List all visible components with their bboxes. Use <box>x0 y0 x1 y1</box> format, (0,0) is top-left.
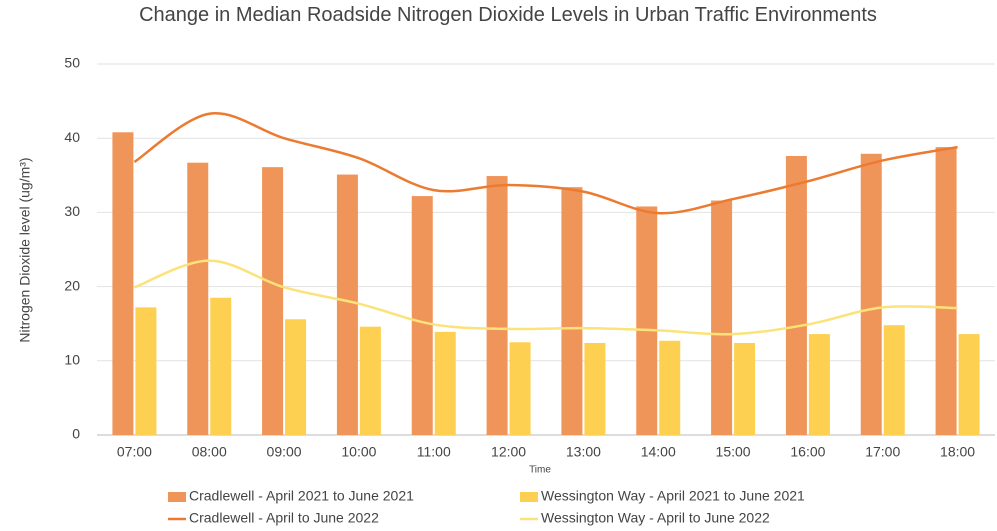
bar <box>785 156 807 435</box>
legend-label: Cradlewell - April 2021 to June 2021 <box>189 488 414 504</box>
x-tick-label: 09:00 <box>267 444 302 460</box>
y-tick-label: 10 <box>64 352 80 368</box>
y-tick-label: 40 <box>64 129 80 145</box>
bar <box>486 176 508 436</box>
x-tick-label: 17:00 <box>865 444 900 460</box>
bar <box>411 196 433 435</box>
bar <box>434 331 456 435</box>
y-axis-label: Nitrogen Dioxide level (ug/m³) <box>17 157 33 342</box>
line <box>133 111 958 215</box>
x-tick-label: 11:00 <box>417 444 451 460</box>
x-tick-label: 12:00 <box>491 444 526 460</box>
x-tick-label: 08:00 <box>192 444 227 460</box>
x-tick-label: 16:00 <box>790 444 825 460</box>
x-axis-label: Time <box>529 465 551 476</box>
bar <box>359 326 381 435</box>
x-tick-label: 18:00 <box>940 444 975 460</box>
bar <box>584 342 606 435</box>
x-tick-label: 07:00 <box>117 444 152 460</box>
bar <box>187 162 209 435</box>
x-tick-label: 10:00 <box>341 444 376 460</box>
legend-label: Wessington Way - April 2021 to June 2021 <box>541 488 805 504</box>
bar <box>135 307 157 435</box>
bar <box>734 342 756 435</box>
bar <box>336 174 358 436</box>
bar <box>262 167 284 435</box>
bar <box>935 147 957 435</box>
line <box>133 259 958 336</box>
y-tick-label: 30 <box>64 203 80 219</box>
bar <box>808 334 830 435</box>
bar <box>636 206 658 435</box>
bar <box>958 334 980 435</box>
x-tick-label: 15:00 <box>716 444 751 460</box>
bar <box>561 187 583 435</box>
bar <box>659 340 681 435</box>
y-tick-label: 0 <box>72 426 80 442</box>
bar <box>112 132 134 435</box>
x-tick-label: 14:00 <box>641 444 676 460</box>
x-tick-label: 13:00 <box>566 444 601 460</box>
bar <box>860 153 882 436</box>
y-tick-label: 50 <box>64 55 80 71</box>
legend-label: Wessington Way - April to June 2022 <box>541 510 770 526</box>
y-tick-label: 20 <box>64 277 80 293</box>
bar <box>509 342 531 435</box>
bar <box>285 319 307 435</box>
bar <box>883 325 905 435</box>
legend-label: Cradlewell - April to June 2022 <box>189 510 379 526</box>
bar <box>210 297 232 435</box>
legend-swatch <box>168 492 186 502</box>
bar <box>711 200 733 435</box>
legend-swatch <box>520 492 538 502</box>
chart-title: Change in Median Roadside Nitrogen Dioxi… <box>139 4 877 26</box>
